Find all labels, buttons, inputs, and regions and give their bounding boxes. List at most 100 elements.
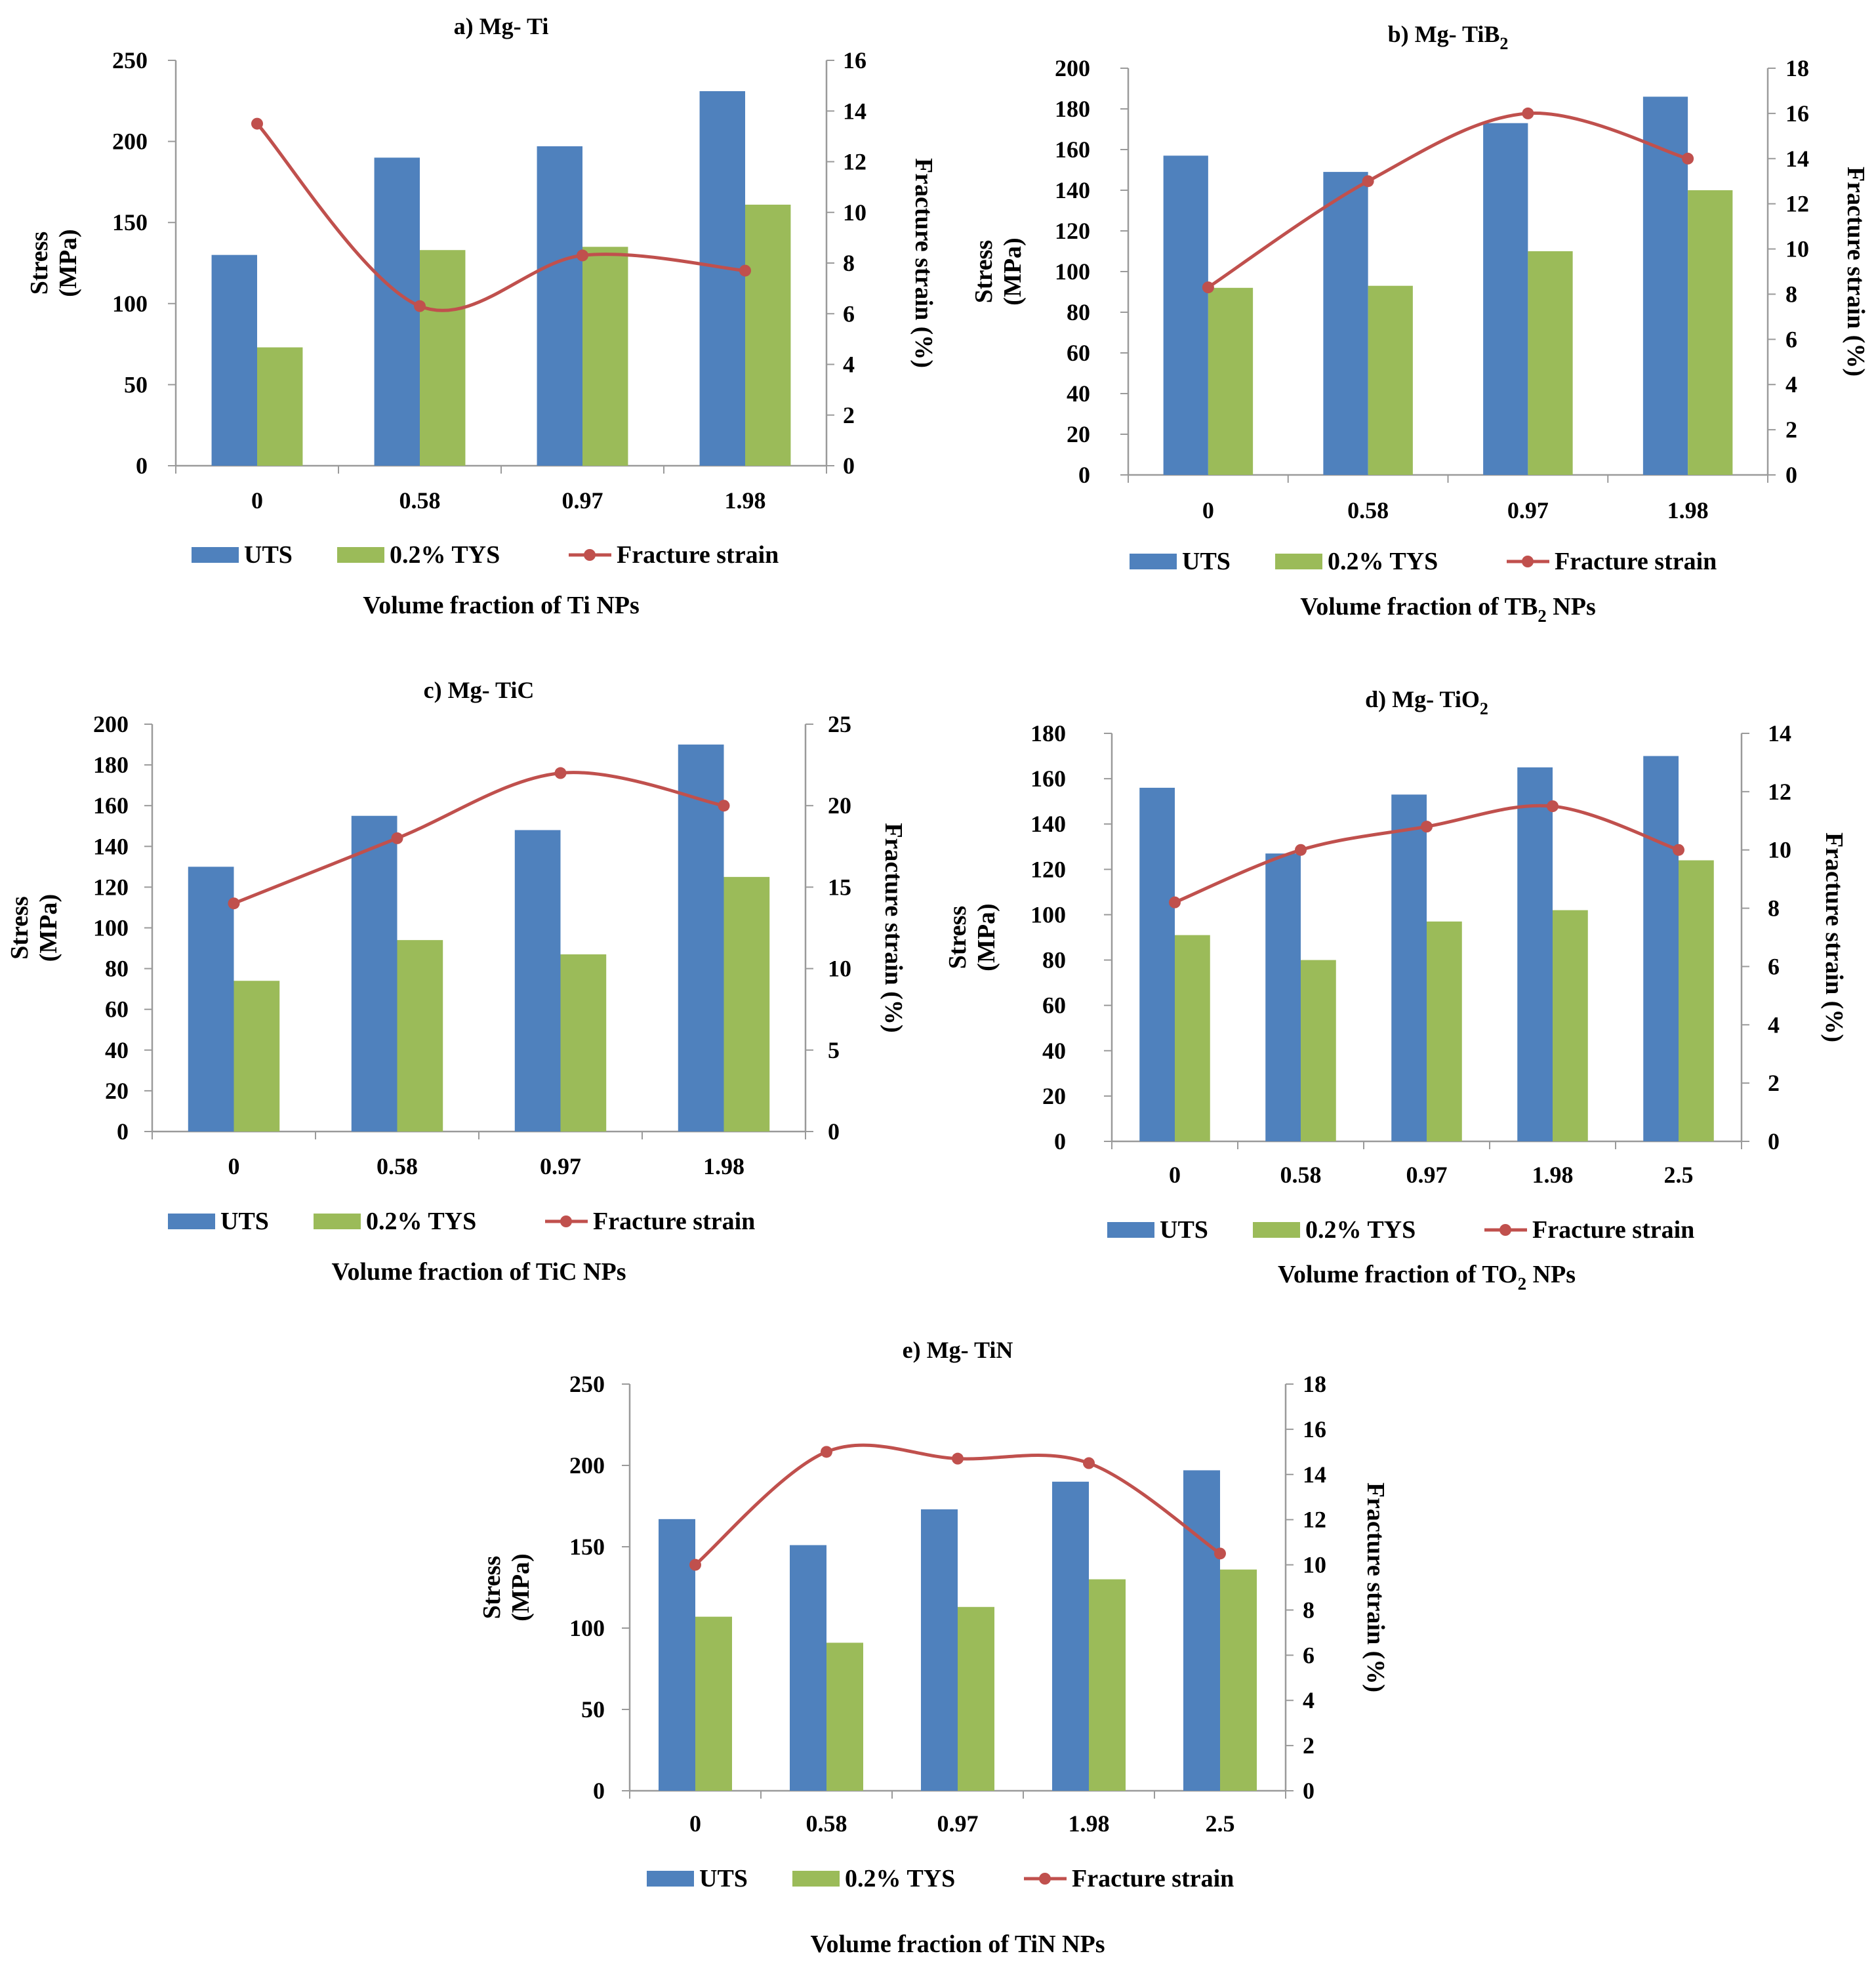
y-axis-title-unit: (MPa) (507, 1553, 535, 1621)
fracture-strain-point (1202, 281, 1214, 294)
y-tick-label: 160 (93, 792, 129, 819)
bar-tys (1301, 960, 1336, 1141)
legend-swatch-uts (192, 547, 239, 563)
y-tick-label: 150 (112, 209, 148, 235)
y-tick-label: 40 (1042, 1038, 1066, 1064)
bar-tys (724, 876, 770, 1132)
y2-tick-label: 10 (828, 956, 851, 982)
bar-uts (514, 830, 561, 1132)
bar-tys (582, 247, 628, 466)
y-tick-label: 150 (569, 1534, 605, 1560)
x-tick-label: 0.58 (806, 1810, 847, 1837)
x-axis-title: Volume fraction of TB2 NPs (1300, 593, 1596, 626)
legend-label-strain: Fracture strain (593, 1208, 755, 1235)
legend-swatch-uts (1107, 1222, 1154, 1238)
legend-label-strain: Fracture strain (1072, 1865, 1234, 1892)
bar-tys (1679, 860, 1714, 1141)
legend-label-tys: 0.2% TYS (390, 541, 500, 569)
y2-tick-label: 4 (1303, 1687, 1315, 1713)
fracture-strain-line (1207, 112, 1688, 289)
x-tick-label: 2.5 (1664, 1162, 1694, 1188)
y2-tick-label: 10 (1768, 837, 1791, 863)
x-tick-label: 0.58 (399, 487, 441, 514)
fracture-strain-point (554, 767, 567, 779)
x-tick-label: 0.58 (1347, 497, 1389, 523)
fracture-strain-point (739, 264, 751, 277)
bar-uts (188, 867, 234, 1132)
bar-tys (560, 954, 607, 1132)
y-tick-label: 160 (1055, 136, 1090, 163)
y-tick-label: 100 (112, 291, 148, 317)
fracture-strain-point (1673, 844, 1684, 856)
y-tick-label: 50 (581, 1696, 605, 1723)
fracture-strain-point (1547, 800, 1559, 813)
bar-tys (1368, 285, 1413, 475)
fracture-strain-point (821, 1446, 832, 1458)
y-axis-title-unit: (MPa) (54, 229, 82, 296)
y-tick-label: 0 (593, 1778, 605, 1804)
chart-title: d) Mg- TiO2 (1365, 686, 1488, 718)
bar-tys (1553, 910, 1588, 1141)
y2-axis-title: Fracture strain (%) (1842, 167, 1869, 377)
y2-tick-label: 0 (843, 453, 855, 479)
bar-uts (699, 91, 745, 466)
y2-tick-label: 2 (1303, 1732, 1315, 1759)
bar-uts (351, 815, 398, 1132)
y-tick-label: 200 (93, 711, 129, 737)
y-axis-title: Stress (944, 906, 971, 969)
chart-title: c) Mg- TiC (424, 677, 535, 703)
legend-marker-strain (584, 549, 596, 561)
fracture-strain-point (577, 249, 588, 262)
y2-tick-label: 12 (1303, 1507, 1326, 1533)
bar-tys (745, 205, 791, 466)
y2-tick-label: 12 (1768, 779, 1791, 805)
chart-panel: d) Mg- TiO202040608010012014016018002468… (944, 686, 1848, 1294)
legend-swatch-uts (1130, 554, 1177, 569)
bar-uts (1183, 1470, 1220, 1791)
bar-tys (1175, 935, 1210, 1141)
y2-tick-label: 4 (1768, 1011, 1780, 1038)
fracture-strain-point (414, 300, 426, 312)
y-tick-label: 180 (1055, 96, 1090, 122)
bar-tys (420, 250, 466, 466)
bar-uts (1163, 155, 1208, 476)
y2-axis-title: Fracture strain (%) (1820, 832, 1848, 1042)
fracture-strain-point (1522, 107, 1534, 119)
y2-tick-label: 10 (843, 199, 867, 226)
x-tick-label: 0.97 (937, 1810, 979, 1837)
legend-swatch-tys (337, 547, 384, 563)
chart-panel: e) Mg- TiN 0 50 100 150 200 250 0 2 4 6 8 10 12 14 16 18… (478, 1337, 1389, 1958)
y-tick-label: 120 (93, 874, 129, 900)
bar-tys (1528, 251, 1573, 475)
x-tick-label: 0.97 (540, 1153, 581, 1179)
legend-label-tys: 0.2% TYS (845, 1865, 955, 1892)
legend-marker-strain (1039, 1873, 1051, 1885)
fracture-strain-point (1682, 152, 1694, 165)
legend-marker-strain (560, 1215, 572, 1227)
bar-tys (1688, 190, 1733, 475)
legend-label-tys: 0.2% TYS (366, 1208, 476, 1235)
y-tick-label: 20 (1067, 421, 1090, 447)
x-tick-label: 0.97 (562, 487, 603, 514)
y2-axis-title: Fracture strain (%) (1362, 1482, 1389, 1692)
x-tick-label: 0.58 (377, 1153, 418, 1179)
y2-tick-label: 0 (1785, 462, 1797, 488)
x-tick-label: 0 (228, 1153, 240, 1179)
fracture-strain-line (256, 122, 746, 312)
y-tick-label: 60 (1042, 992, 1066, 1019)
bar-uts (1139, 787, 1175, 1141)
y2-tick-label: 20 (828, 792, 851, 819)
x-tick-label: 0 (1169, 1162, 1181, 1188)
legend-label-strain: Fracture strain (1532, 1216, 1694, 1244)
x-tick-label: 0 (689, 1810, 701, 1837)
y2-tick-label: 12 (1785, 191, 1809, 217)
fracture-strain-point (718, 800, 730, 812)
bar-tys (397, 940, 443, 1132)
y-tick-label: 160 (1030, 766, 1066, 792)
fracture-strain-point (1169, 896, 1181, 909)
bar-uts (1265, 853, 1301, 1141)
y-tick-label: 250 (569, 1371, 605, 1397)
y-tick-label: 60 (1067, 340, 1090, 366)
legend-swatch-tys (1275, 554, 1322, 569)
